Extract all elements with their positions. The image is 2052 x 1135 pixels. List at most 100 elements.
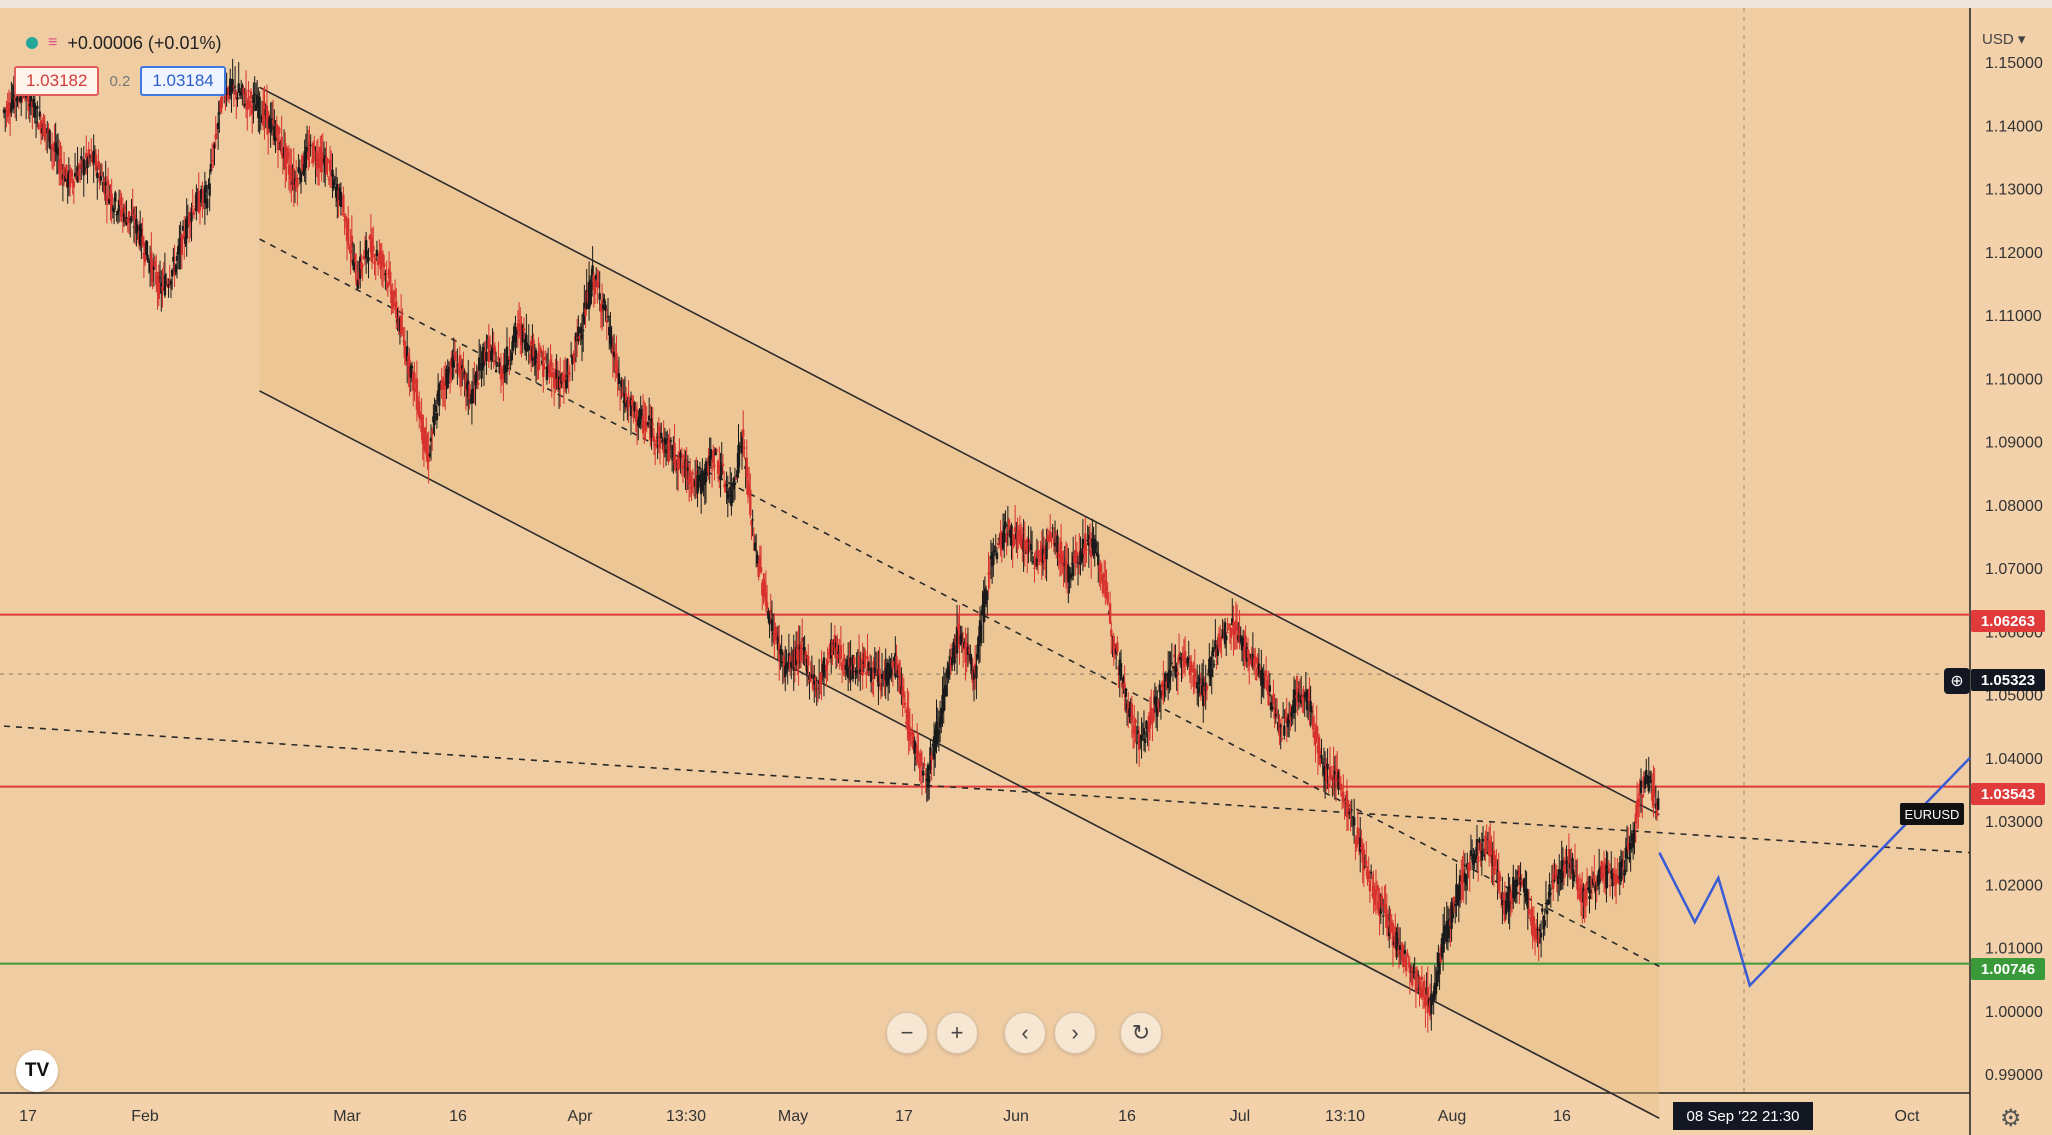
channel-upper-line[interactable] — [259, 86, 1660, 816]
visibility-icon[interactable]: ≡ — [48, 34, 58, 51]
candle-body — [1503, 900, 1507, 921]
candle-body — [1496, 869, 1499, 884]
candle-body — [202, 191, 205, 193]
candle-body — [820, 671, 823, 681]
candle-body — [296, 177, 299, 188]
zoom-out-button[interactable]: − — [886, 1012, 928, 1054]
price-tag-4: 1.00746 — [1971, 958, 2045, 980]
candle-body — [1038, 558, 1041, 562]
candle-body — [1028, 542, 1031, 546]
candle-body — [241, 84, 244, 92]
candle-body — [281, 153, 285, 159]
candle-body — [960, 633, 964, 643]
candle-body — [497, 356, 500, 361]
candle-body — [1377, 901, 1380, 914]
candle-body — [611, 346, 615, 356]
candle-body — [603, 298, 606, 303]
price-chart[interactable]: 1.15000 1.14000 1.13000 1.12000 1.11000 1.100… — [0, 8, 2052, 1135]
price-axis[interactable] — [1970, 8, 2052, 1135]
candle-body — [890, 667, 893, 675]
candle-body — [577, 326, 580, 341]
candle-body — [1021, 534, 1024, 550]
candle-body — [891, 660, 895, 669]
candle-body — [1196, 682, 1199, 689]
candle-body — [1136, 730, 1140, 734]
projection-path[interactable] — [1658, 756, 1971, 988]
candle-body — [1397, 946, 1401, 956]
candle-body — [131, 209, 134, 215]
candle-body — [750, 520, 753, 526]
candle-body — [996, 542, 1000, 546]
candle-body — [675, 467, 679, 471]
candle-body — [76, 165, 79, 183]
candle-body — [152, 266, 156, 270]
reset-chart-button[interactable]: ↻ — [1120, 1012, 1162, 1054]
candle-body — [995, 552, 999, 560]
candle-body — [563, 374, 567, 381]
scroll-right-button[interactable]: › — [1054, 1012, 1096, 1054]
candle-body — [1241, 637, 1245, 647]
candle-body — [580, 334, 584, 340]
candle-body — [982, 592, 985, 623]
candle-body — [1192, 674, 1195, 687]
candle-body — [653, 443, 657, 445]
candle-body — [226, 95, 230, 97]
time-axis[interactable] — [0, 1093, 1970, 1135]
candle-body — [629, 397, 633, 417]
candle-body — [1202, 678, 1205, 707]
candle-body — [1007, 519, 1011, 530]
candle-body — [38, 111, 42, 117]
candle-body — [1590, 878, 1594, 887]
candle-body — [767, 611, 770, 619]
candle-body — [56, 147, 60, 156]
gear-icon[interactable]: ⚙ — [2000, 1105, 2022, 1132]
buy-button[interactable]: 1.03184 — [140, 66, 226, 96]
candle-body — [646, 422, 650, 425]
candle-body — [778, 642, 781, 661]
candle-body — [158, 277, 162, 279]
candle-body — [1631, 833, 1635, 848]
candle-body — [690, 486, 693, 489]
candle-body — [1431, 1003, 1434, 1005]
tradingview-logo[interactable]: TV — [16, 1050, 58, 1092]
candle-body — [691, 472, 694, 475]
candle-body — [1479, 843, 1482, 854]
candle-body — [608, 326, 611, 336]
currency-menu[interactable]: USD ▾ — [1982, 30, 2025, 48]
plot-area[interactable] — [0, 8, 1970, 1093]
candle-body — [903, 702, 907, 706]
candle-body — [615, 353, 618, 374]
candle-body — [908, 726, 912, 741]
candle-body — [1026, 538, 1029, 555]
candle-body — [170, 269, 174, 277]
crosshair-target-icon[interactable]: ⊕ — [1944, 668, 1970, 694]
candle-body — [753, 542, 757, 551]
candle-body — [1316, 744, 1320, 754]
reset-icon: ↻ — [1131, 1020, 1151, 1045]
candle-body — [819, 674, 822, 685]
candle-body — [1170, 662, 1174, 664]
candle-body — [1556, 875, 1560, 884]
scroll-left-button[interactable]: ‹ — [1004, 1012, 1046, 1054]
candle-body — [647, 415, 651, 421]
price-tick-label: 1.09000 — [1985, 435, 2043, 452]
trendline[interactable] — [3, 725, 1971, 854]
candle-body — [1501, 893, 1504, 906]
candle-body — [799, 645, 803, 661]
sell-button[interactable]: 1.03182 — [14, 66, 100, 96]
candle-body — [42, 117, 45, 137]
zoom-in-button[interactable]: + — [936, 1012, 978, 1054]
candle-body — [660, 432, 663, 438]
candle-body — [1129, 703, 1132, 711]
candle-body — [758, 555, 762, 572]
candle-body — [503, 364, 506, 374]
candle-body — [112, 208, 116, 213]
candle-body — [137, 232, 141, 244]
time-tick-label: 13:10 — [1325, 1108, 1365, 1125]
candle-body — [1543, 920, 1546, 927]
candle-body — [590, 282, 593, 297]
candle-body — [229, 78, 232, 96]
candle-body — [1522, 878, 1526, 893]
candle-body — [1536, 929, 1539, 931]
candle-body — [46, 128, 49, 133]
